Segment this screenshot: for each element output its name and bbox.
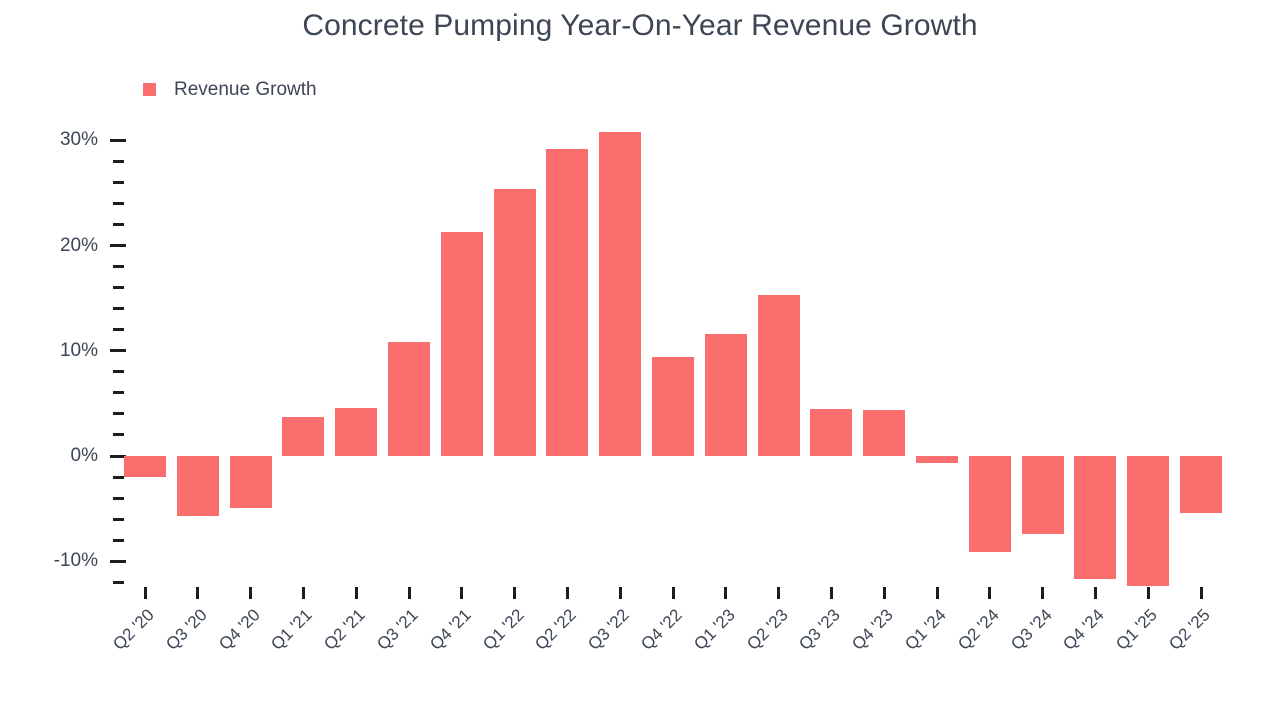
bar[interactable] xyxy=(757,295,800,456)
y-axis-major-tick xyxy=(110,349,126,353)
bar[interactable] xyxy=(282,417,325,456)
bar[interactable] xyxy=(1074,456,1117,580)
bar[interactable] xyxy=(388,342,430,456)
bar[interactable] xyxy=(335,407,378,456)
x-axis-label: Q1 '21 xyxy=(267,605,317,654)
y-axis-minor-tick xyxy=(113,202,124,206)
bar[interactable] xyxy=(124,456,166,478)
bar[interactable] xyxy=(546,148,589,456)
y-axis-minor-tick xyxy=(113,223,124,227)
y-axis-minor-tick xyxy=(113,496,124,500)
x-axis-tick xyxy=(1041,587,1045,599)
bar[interactable] xyxy=(1127,456,1170,587)
x-axis-label: Q4 '23 xyxy=(848,605,897,654)
legend-swatch-icon xyxy=(143,83,156,96)
x-axis-label: Q2 '23 xyxy=(742,605,792,654)
bar[interactable] xyxy=(968,456,1011,552)
x-axis-label: Q1 '24 xyxy=(901,605,950,654)
x-axis-label: Q2 '24 xyxy=(954,605,1003,654)
x-axis-tick xyxy=(407,587,411,599)
x-axis-label: Q2 '21 xyxy=(320,605,369,654)
y-axis-major-tick xyxy=(110,454,126,458)
x-axis-tick xyxy=(1093,587,1097,599)
x-axis-label: Q2 '22 xyxy=(531,605,581,654)
bar[interactable] xyxy=(916,456,958,464)
x-axis-label: Q4 '24 xyxy=(1059,605,1109,654)
y-axis-minor-tick xyxy=(113,180,124,184)
x-axis-label: Q2 '20 xyxy=(109,605,158,654)
bar[interactable] xyxy=(1180,456,1222,513)
bar[interactable] xyxy=(863,409,906,456)
x-axis-label: Q1 '22 xyxy=(478,605,528,654)
y-axis-minor-tick xyxy=(113,433,124,437)
bar[interactable] xyxy=(704,333,747,456)
x-axis-label: Q4 '20 xyxy=(214,605,264,654)
bar[interactable] xyxy=(599,131,642,456)
y-axis-label: 30% xyxy=(59,129,98,151)
x-axis-tick xyxy=(829,587,833,599)
x-axis-tick xyxy=(671,587,675,599)
bar[interactable] xyxy=(652,357,694,456)
x-axis-label: Q4 '22 xyxy=(637,605,686,654)
y-axis-minor-tick xyxy=(113,265,124,269)
y-axis-minor-tick xyxy=(113,370,124,374)
y-axis-minor-tick xyxy=(113,159,124,163)
y-axis-label: 0% xyxy=(70,445,98,466)
chart-legend: Revenue Growth xyxy=(143,80,317,99)
bar[interactable] xyxy=(440,231,483,456)
x-axis-tick xyxy=(301,587,305,599)
y-axis-minor-tick xyxy=(113,328,124,332)
x-axis-label: Q2 '25 xyxy=(1165,605,1214,654)
x-axis-label: Q3 '22 xyxy=(584,605,633,654)
x-axis-label: Q3 '21 xyxy=(373,605,422,654)
x-axis-tick xyxy=(724,587,728,599)
y-axis-major-tick xyxy=(110,138,126,142)
y-axis-minor-tick xyxy=(113,517,124,521)
bar[interactable] xyxy=(1021,456,1064,534)
y-axis-label: 10% xyxy=(59,339,98,361)
y-axis-minor-tick xyxy=(113,475,124,479)
chart-title: Concrete Pumping Year-On-Year Revenue Gr… xyxy=(302,9,978,42)
y-axis-minor-tick xyxy=(113,391,124,395)
x-axis-tick xyxy=(513,587,517,599)
x-axis-tick xyxy=(565,587,569,599)
y-axis-minor-tick xyxy=(113,412,124,416)
bar[interactable] xyxy=(810,408,853,456)
x-axis-label: Q3 '24 xyxy=(1006,605,1056,654)
x-axis-tick xyxy=(354,587,358,599)
x-axis-tick xyxy=(1199,587,1203,599)
x-axis-tick xyxy=(1146,587,1150,599)
y-axis-minor-tick xyxy=(113,307,124,311)
bar[interactable] xyxy=(493,188,536,456)
x-axis-tick xyxy=(460,587,464,599)
x-axis-tick xyxy=(988,587,992,599)
legend-item-revenue-growth[interactable]: Revenue Growth xyxy=(143,80,317,99)
x-axis-tick xyxy=(143,587,147,599)
legend-item-label: Revenue Growth xyxy=(174,79,317,100)
y-axis-label: -10% xyxy=(53,550,98,572)
x-axis-label: Q1 '25 xyxy=(1112,605,1161,654)
x-axis-label: Q4 '21 xyxy=(426,605,475,654)
y-axis-minor-tick xyxy=(113,538,124,542)
x-axis-tick xyxy=(882,587,886,599)
x-axis-tick xyxy=(249,587,253,599)
y-axis-major-tick xyxy=(110,559,126,563)
y-axis-minor-tick xyxy=(113,580,124,584)
x-axis-label: Q3 '23 xyxy=(795,605,845,654)
x-axis-label: Q3 '20 xyxy=(162,605,211,654)
y-axis-major-tick xyxy=(110,244,126,248)
x-axis-tick xyxy=(196,587,200,599)
y-axis-minor-tick xyxy=(113,286,124,290)
bar[interactable] xyxy=(229,456,272,508)
bar[interactable] xyxy=(176,456,219,516)
x-axis-label: Q1 '23 xyxy=(690,605,739,654)
x-axis-tick xyxy=(618,587,622,599)
x-axis-tick xyxy=(935,587,939,599)
x-axis-tick xyxy=(777,587,781,599)
y-axis-label: 20% xyxy=(59,234,98,256)
